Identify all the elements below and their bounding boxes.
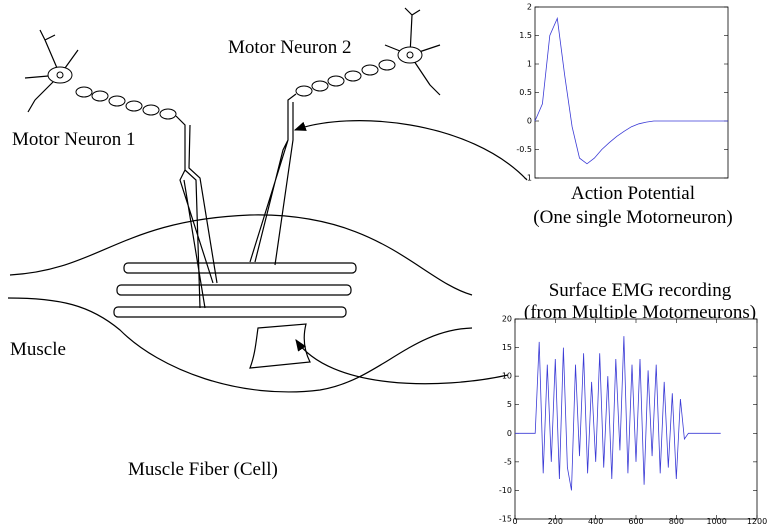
x-tick-label: 0 [512, 517, 517, 526]
y-tick-label: 20 [502, 315, 512, 324]
plot-frame [514, 318, 758, 520]
x-tick-label: 200 [548, 517, 563, 526]
signal-line [515, 336, 721, 491]
x-tick-label: 800 [669, 517, 684, 526]
y-tick-label: 0 [527, 117, 532, 126]
label: Motor Neuron 2 [228, 37, 351, 58]
x-tick-label: 1200 [747, 517, 767, 526]
label: Muscle Fiber (Cell) [128, 459, 278, 480]
y-tick-label: 2 [527, 3, 532, 12]
arrow [293, 120, 528, 181]
y-tick-label: -1 [524, 174, 532, 183]
muscle-cell [249, 323, 311, 369]
y-tick-label: -15 [499, 515, 512, 524]
motor-neuron-1 [24, 29, 218, 309]
signal-line [534, 16, 728, 165]
x-tick-label: 600 [628, 517, 643, 526]
y-tick-label: 1.5 [519, 31, 532, 40]
label: Surface EMG recording [549, 280, 732, 301]
label: (from Multiple Motorneurons) [524, 302, 756, 323]
x-tick-label: 1000 [706, 517, 726, 526]
label: Action Potential [571, 183, 695, 204]
y-tick-label: -5 [504, 457, 512, 466]
label: (One single Motorneuron) [533, 207, 732, 228]
arrow [295, 339, 509, 385]
motor-neuron-2 [249, 7, 441, 266]
y-tick-label: 10 [502, 372, 512, 381]
plot-frame [534, 6, 729, 179]
label: Muscle [10, 339, 66, 360]
muscle-outline [7, 214, 473, 393]
muscle-fibers [113, 262, 357, 318]
label: Motor Neuron 1 [12, 129, 135, 150]
y-tick-label: 0.5 [519, 88, 532, 97]
y-tick-label: 0 [507, 429, 512, 438]
y-tick-label: 1 [527, 60, 532, 69]
x-tick-label: 400 [588, 517, 603, 526]
y-tick-label: 15 [502, 343, 512, 352]
y-tick-label: -0.5 [516, 145, 532, 154]
y-tick-label: 5 [507, 400, 512, 409]
y-tick-label: -10 [499, 486, 512, 495]
